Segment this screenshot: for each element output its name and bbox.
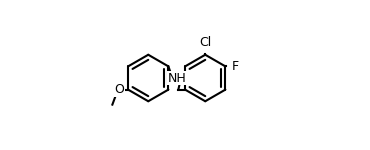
Text: O: O [114,83,124,96]
Text: NH: NH [167,72,186,84]
Text: F: F [231,60,239,73]
Text: Cl: Cl [199,36,211,49]
